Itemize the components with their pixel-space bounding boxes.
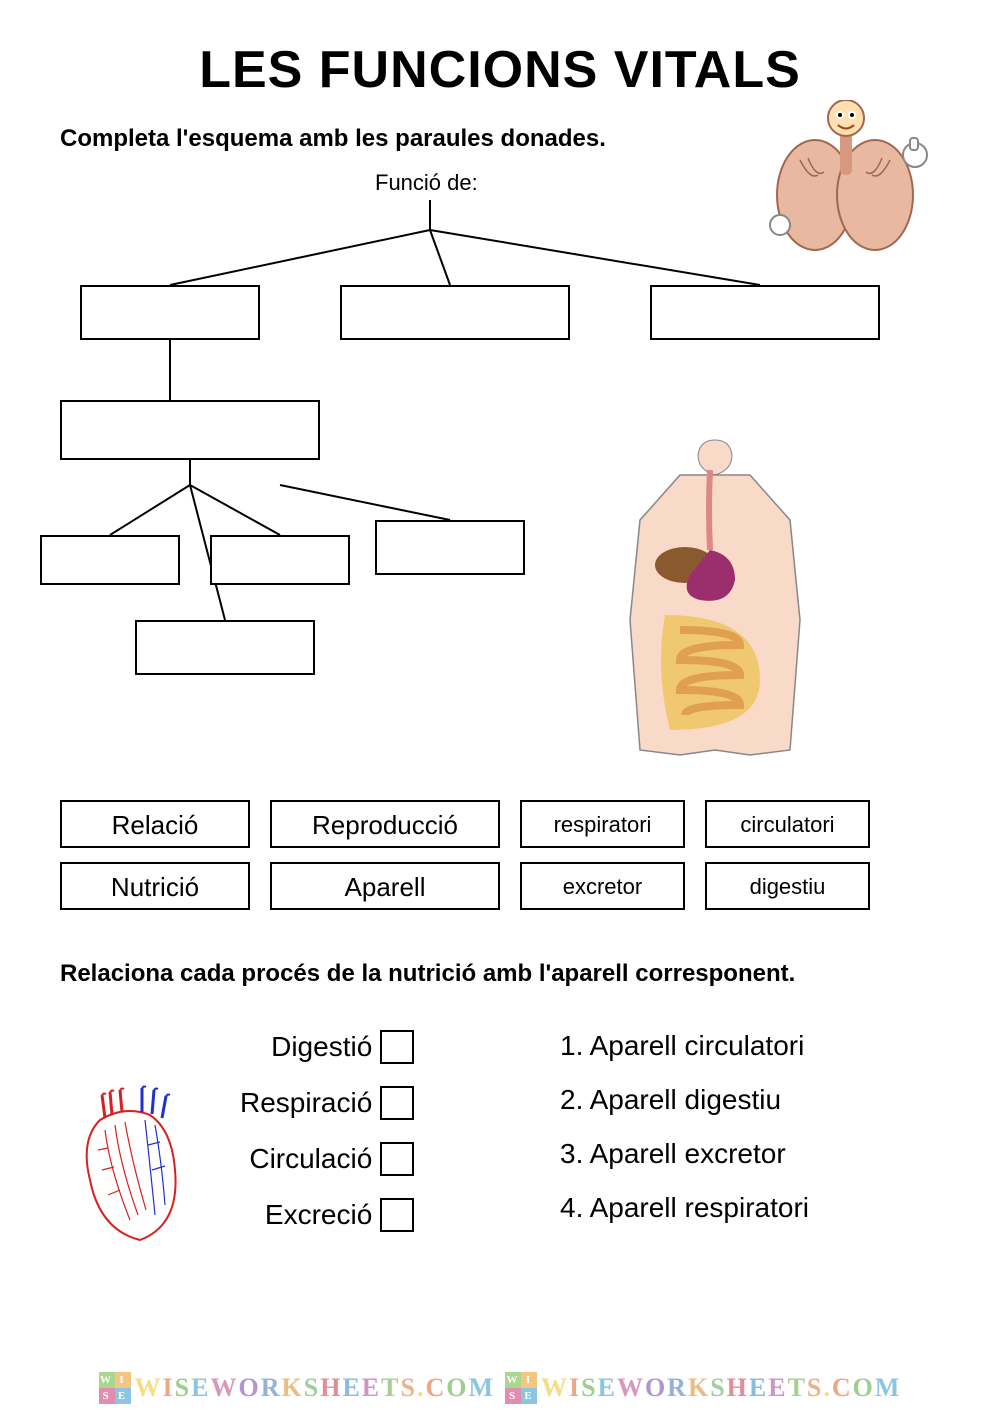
word-bank-item[interactable]: Aparell (270, 862, 500, 910)
match-process-item: Excreció (240, 1198, 414, 1232)
match-process-label: Respiració (240, 1087, 372, 1119)
match-right-column: 1. Aparell circulatori 2. Aparell digesti… (560, 1030, 809, 1224)
match-apparatus-item: 1. Aparell circulatori (560, 1030, 809, 1062)
match-process-label: Digestió (271, 1031, 372, 1063)
word-bank-item[interactable]: Relació (60, 800, 250, 848)
word-bank-item[interactable]: respiratori (520, 800, 685, 848)
match-apparatus-item: 2. Aparell digestiu (560, 1084, 809, 1116)
word-bank-row-1: Relació Reproducció respiratori circulatori (60, 800, 940, 848)
page-title: LES FUNCIONS VITALS (0, 40, 1000, 100)
digestive-body-image (580, 420, 850, 760)
word-bank-item[interactable]: digestiu (705, 862, 870, 910)
match-answer-box[interactable] (380, 1142, 414, 1176)
match-apparatus-item: 3. Aparell excretor (560, 1138, 809, 1170)
instruction-2: Relaciona cada procés de la nutrició amb… (60, 960, 940, 988)
match-process-item: Digestió (240, 1030, 414, 1064)
match-apparatus-item: 4. Aparell respiratori (560, 1192, 809, 1224)
match-answer-box[interactable] (380, 1198, 414, 1232)
diagram-box-row3-1[interactable] (40, 535, 180, 585)
match-process-label: Circulació (249, 1143, 372, 1175)
match-process-label: Excreció (265, 1199, 372, 1231)
heart-image (60, 1070, 210, 1250)
diagram-box-row1-2[interactable] (340, 285, 570, 340)
instruction-1: Completa l'esquema amb les paraules dona… (60, 125, 606, 153)
word-bank: Relació Reproducció respiratori circulatori… (60, 800, 940, 910)
match-process-item: Circulació (240, 1142, 414, 1176)
word-bank-item[interactable]: excretor (520, 862, 685, 910)
watermark: WISEWISEWORKSHEETS.COMWISEWISEWORKSHEETS… (0, 1372, 1000, 1404)
match-left-column: Digestió Respiració Circulació Excreció (240, 1030, 414, 1232)
match-process-item: Respiració (240, 1086, 414, 1120)
diagram-box-row1-3[interactable] (650, 285, 880, 340)
diagram-box-row4[interactable] (135, 620, 315, 675)
diagram-box-row3-2[interactable] (210, 535, 350, 585)
diagram-box-row3-3[interactable] (375, 520, 525, 575)
word-bank-item[interactable]: Nutrició (60, 862, 250, 910)
match-answer-box[interactable] (380, 1086, 414, 1120)
diagram-box-row2[interactable] (60, 400, 320, 460)
word-bank-item[interactable]: circulatori (705, 800, 870, 848)
match-answer-box[interactable] (380, 1030, 414, 1064)
diagram-box-row1-1[interactable] (80, 285, 260, 340)
word-bank-row-2: Nutrició Aparell excretor digestiu (60, 862, 940, 910)
funcio-de-label: Funció de: (375, 170, 478, 196)
word-bank-item[interactable]: Reproducció (270, 800, 500, 848)
